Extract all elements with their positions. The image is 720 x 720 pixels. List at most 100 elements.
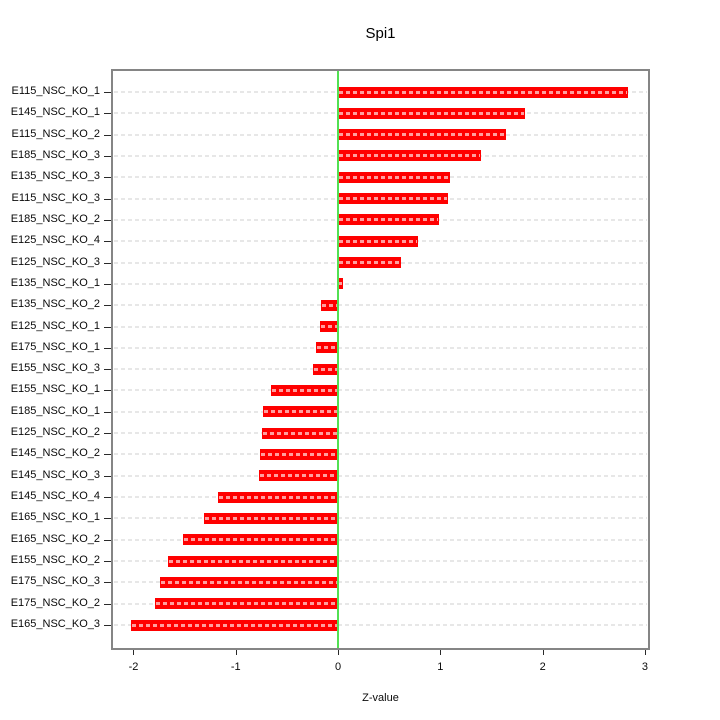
- bar: [204, 512, 339, 524]
- bar-dash-pattern: [205, 516, 338, 520]
- bar: [182, 534, 339, 546]
- y-axis-tick: [104, 603, 112, 605]
- bar: [263, 406, 339, 418]
- y-axis-label: E185_NSC_KO_2: [10, 212, 100, 225]
- y-axis-tick: [104, 113, 112, 115]
- bar-dash-pattern: [339, 218, 439, 222]
- y-axis-label: E155_NSC_KO_3: [10, 362, 100, 375]
- y-axis-label: E145_NSC_KO_4: [10, 490, 100, 503]
- x-axis-tick-label: 1: [437, 661, 444, 673]
- bar-dash-pattern: [339, 282, 343, 286]
- bar: [338, 235, 418, 247]
- y-axis-label: E135_NSC_KO_1: [10, 276, 100, 289]
- x-axis-tick: [644, 648, 646, 655]
- y-axis-label: E165_NSC_KO_1: [10, 511, 100, 524]
- bar: [262, 427, 339, 439]
- gridline: [114, 410, 647, 413]
- bar-dash-pattern: [169, 559, 338, 563]
- bar: [313, 363, 339, 375]
- x-axis-tick-label: 0: [334, 661, 342, 673]
- zero-line: [337, 71, 340, 648]
- gridline: [114, 282, 647, 285]
- y-axis-tick: [104, 454, 112, 456]
- y-axis-tick: [104, 92, 112, 93]
- y-axis-tick: [104, 411, 112, 413]
- bar-dash-pattern: [339, 133, 505, 137]
- x-axis-tick: [133, 648, 135, 655]
- bar: [259, 470, 339, 482]
- gridline: [114, 560, 647, 563]
- x-axis-tick-label: -1: [230, 661, 241, 673]
- gridline: [114, 624, 647, 626]
- y-axis-tick: [104, 155, 112, 157]
- y-axis-label: E145_NSC_KO_3: [10, 468, 100, 481]
- y-axis-label: E125_NSC_KO_2: [10, 426, 100, 439]
- y-axis-label: E185_NSC_KO_1: [10, 404, 100, 417]
- bar: [131, 619, 339, 631]
- y-axis-tick: [104, 326, 112, 328]
- gridline: [114, 474, 647, 477]
- x-axis-tick: [235, 648, 237, 655]
- bar: [338, 171, 450, 183]
- bar-dash-pattern: [339, 239, 417, 243]
- bar-dash-pattern: [339, 90, 627, 94]
- x-axis-title: Z-value: [362, 692, 399, 704]
- x-axis-tick-label: 2: [539, 661, 546, 673]
- bar-dash-pattern: [314, 367, 338, 371]
- bar-dash-pattern: [339, 261, 401, 265]
- bar-dash-pattern: [339, 154, 481, 158]
- y-axis-label: E135_NSC_KO_3: [10, 170, 100, 183]
- y-axis-label: E165_NSC_KO_2: [10, 532, 100, 545]
- x-axis-tick-label: 3: [641, 661, 648, 673]
- y-axis-tick: [104, 369, 112, 371]
- y-axis-tick: [104, 241, 112, 243]
- x-axis-tick-label: -2: [128, 661, 139, 673]
- y-axis-tick: [104, 283, 112, 285]
- bar-dash-pattern: [271, 388, 338, 392]
- y-axis-tick: [104, 539, 112, 541]
- y-axis-tick: [104, 561, 112, 563]
- x-axis-tick: [542, 648, 544, 655]
- bar-dash-pattern: [316, 346, 338, 350]
- gridline: [114, 432, 647, 435]
- bar: [338, 150, 482, 162]
- bar-dash-pattern: [339, 111, 525, 115]
- y-axis-tick: [104, 198, 112, 200]
- y-axis-label: E165_NSC_KO_3: [10, 618, 100, 630]
- y-axis-tick: [104, 625, 112, 626]
- y-axis-label: E155_NSC_KO_1: [10, 383, 100, 396]
- bar-dash-pattern: [183, 538, 338, 542]
- y-axis-label: E125_NSC_KO_3: [10, 255, 100, 268]
- bar-dash-pattern: [339, 175, 449, 179]
- gridline: [114, 496, 647, 499]
- bar: [154, 598, 339, 610]
- bar: [338, 278, 344, 290]
- x-axis-tick: [440, 648, 442, 655]
- y-axis-label: E125_NSC_KO_4: [10, 234, 100, 247]
- bar: [160, 576, 339, 588]
- gridline: [114, 389, 647, 392]
- y-axis-label: E115_NSC_KO_2: [11, 127, 100, 140]
- y-axis-label: E175_NSC_KO_2: [10, 596, 100, 609]
- y-axis-tick: [104, 305, 112, 307]
- bar-dash-pattern: [219, 495, 338, 499]
- gridline: [114, 346, 647, 349]
- bar-dash-pattern: [260, 474, 338, 478]
- bar: [338, 129, 506, 141]
- bar: [338, 86, 628, 98]
- bar-dash-pattern: [263, 431, 338, 435]
- y-axis-tick: [104, 134, 112, 136]
- y-axis-label: E155_NSC_KO_2: [10, 554, 100, 567]
- bar: [320, 299, 339, 311]
- y-axis-tick: [104, 518, 112, 520]
- y-axis-label: E175_NSC_KO_3: [10, 575, 100, 588]
- y-axis-tick: [104, 262, 112, 264]
- bar-dash-pattern: [339, 197, 447, 201]
- gridline: [114, 538, 647, 541]
- gridline: [114, 368, 647, 371]
- bar: [168, 555, 339, 567]
- y-axis-tick: [104, 177, 112, 179]
- y-axis-label: E135_NSC_KO_2: [10, 298, 100, 311]
- y-axis-tick: [104, 347, 112, 349]
